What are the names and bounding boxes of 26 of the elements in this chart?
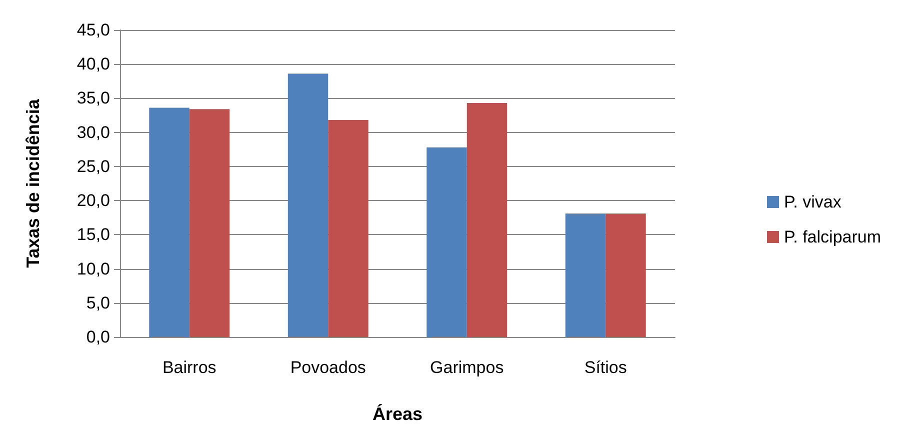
y-tick-label: 30,0: [76, 122, 110, 142]
x-axis-title: Áreas: [372, 404, 423, 424]
bar: [426, 147, 467, 337]
y-tick-label: 0,0: [86, 328, 110, 346]
y-tick-label: 10,0: [76, 259, 110, 278]
x-tick-label: Bairros: [162, 358, 216, 377]
y-tick-label: 45,0: [76, 20, 110, 40]
y-tick-label: 5,0: [86, 293, 110, 312]
x-tick-label: Povoados: [290, 358, 366, 377]
legend-label: P. vivax: [784, 192, 842, 212]
y-tick-label: 35,0: [76, 88, 110, 108]
y-tick-label: 15,0: [76, 225, 110, 244]
bar: [328, 120, 368, 337]
bar: [606, 214, 646, 337]
y-axis-title: Taxas de incidência: [23, 98, 43, 268]
bar: [189, 109, 230, 337]
x-tick-label: Sítios: [584, 358, 627, 377]
legend-label: P. falciparum: [784, 228, 882, 246]
x-tick-label: Garimpos: [430, 358, 504, 377]
y-tick-label: 25,0: [76, 156, 110, 176]
bar: [149, 108, 190, 337]
y-tick-label: 20,0: [76, 191, 110, 210]
bar: [466, 103, 508, 337]
bar: [565, 214, 606, 337]
y-tick-label: 40,0: [76, 54, 110, 74]
bar: [288, 74, 328, 337]
